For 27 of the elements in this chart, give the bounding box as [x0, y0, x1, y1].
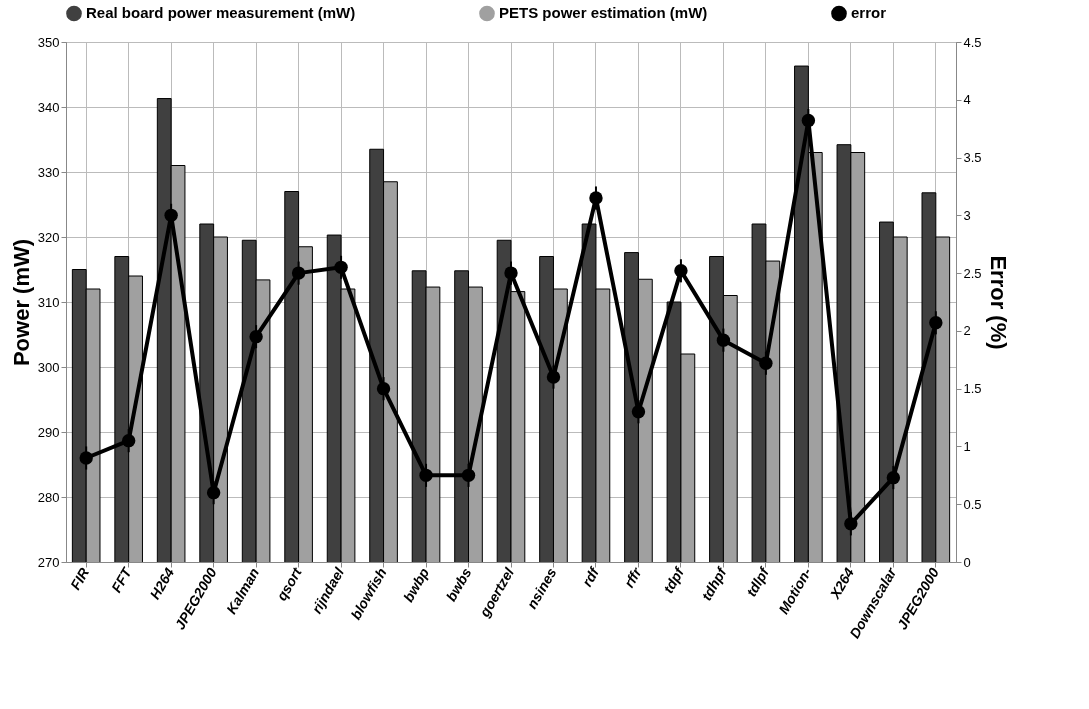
- y2-axis-title: Error (%): [985, 255, 1011, 350]
- y2-tick-label: 2.5: [963, 265, 982, 281]
- legend-label: PETS power estimation (mW): [499, 4, 708, 22]
- y-tick-label: 340: [37, 99, 60, 115]
- y2-tick-label: 0.5: [963, 496, 982, 512]
- y-axis-title: Power (mW): [8, 238, 34, 367]
- y2-tick-label: 1: [963, 438, 971, 454]
- y-tick-label: 290: [37, 424, 60, 440]
- x-tick-label: rdf: [578, 563, 603, 590]
- y2-tick-label: 2: [963, 323, 971, 339]
- y-tick-label: 270: [37, 554, 60, 570]
- y2-tick-label: 3: [963, 207, 971, 223]
- y-tick-label: 330: [37, 164, 60, 180]
- y2-tick-label: 4: [963, 92, 971, 108]
- y2-tick-label: 1.5: [963, 381, 982, 397]
- y2-tick-label: 0: [963, 554, 971, 570]
- legend-label: error: [851, 4, 887, 22]
- y2-tick-label: 4.5: [963, 34, 982, 50]
- y-tick-label: 350: [37, 34, 60, 50]
- x-tick-label: FIR: [67, 564, 93, 593]
- y2-tick-label: 3.5: [963, 150, 982, 166]
- y-tick-label: 280: [37, 489, 60, 505]
- legend-label: Real board power measurement (mW): [86, 4, 356, 22]
- x-tick-label: rffr: [620, 563, 646, 591]
- y-tick-label: 300: [37, 359, 60, 375]
- y-tick-label: 320: [37, 229, 60, 245]
- y-tick-label: 310: [37, 294, 60, 310]
